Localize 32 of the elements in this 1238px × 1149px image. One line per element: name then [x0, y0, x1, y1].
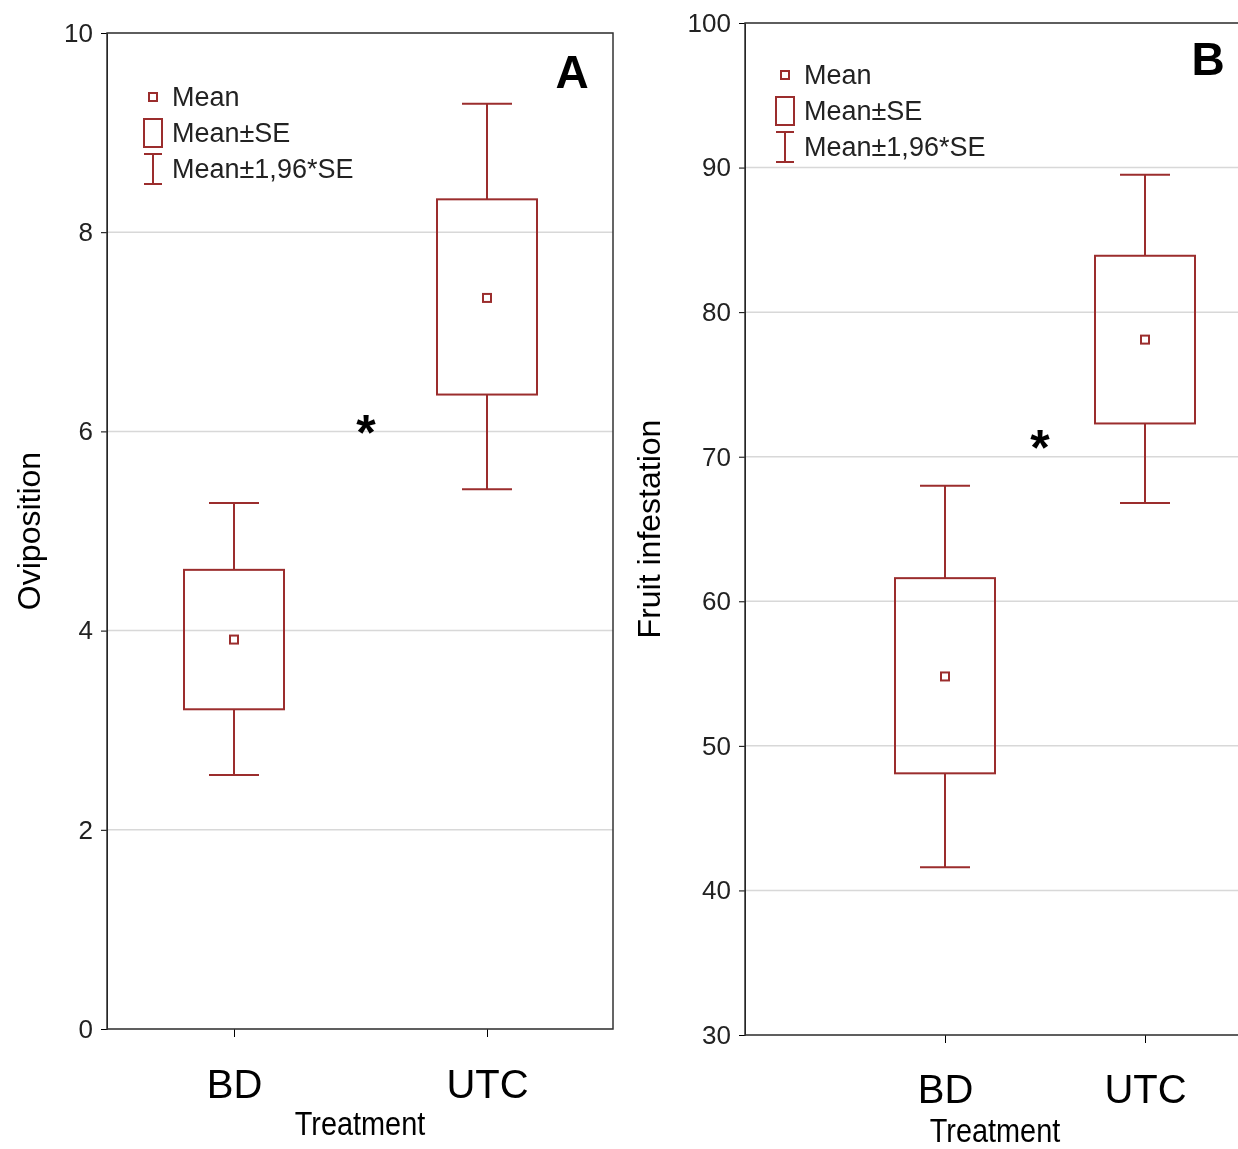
annotation: Mean	[172, 82, 240, 112]
annotation: *	[356, 405, 377, 461]
y-tick-label: 30	[701, 1019, 731, 1050]
y-axis-title: Fruit infestation	[631, 419, 667, 639]
x-tick-label: BD	[917, 1067, 974, 1112]
y-tick-label: 8	[78, 217, 93, 248]
annotation: Mean±SE	[172, 118, 291, 148]
annotation: Mean±1,96*SE	[172, 154, 354, 184]
y-tick-label: 70	[701, 441, 731, 472]
y-tick-label: 90	[701, 152, 731, 183]
x-axis-title: Treatment	[929, 1110, 1061, 1149]
annotation: *	[1030, 420, 1051, 476]
x-tick-label: UTC	[446, 1062, 529, 1107]
annotation: Mean±SE	[804, 96, 923, 126]
chart-title: A	[555, 46, 589, 98]
x-axis-title: Treatment	[294, 1103, 426, 1143]
y-tick-label: 100	[687, 7, 731, 38]
annotation: Mean	[804, 60, 872, 90]
x-tick-label: BD	[206, 1062, 263, 1107]
annotation: Mean±1,96*SE	[804, 132, 986, 162]
y-tick-label: 50	[701, 730, 731, 761]
y-tick-label: 2	[78, 814, 93, 845]
x-tick-label: UTC	[1104, 1067, 1187, 1112]
chart-title: B	[1191, 33, 1225, 85]
y-tick-label: 10	[63, 17, 93, 48]
y-tick-label: 4	[78, 615, 93, 646]
y-tick-label: 0	[78, 1013, 93, 1044]
y-axis-title: Oviposition	[11, 451, 47, 611]
y-tick-label: 6	[78, 416, 93, 447]
y-tick-label: 80	[701, 296, 731, 327]
y-tick-label: 60	[701, 586, 731, 617]
y-tick-label: 40	[701, 875, 731, 906]
